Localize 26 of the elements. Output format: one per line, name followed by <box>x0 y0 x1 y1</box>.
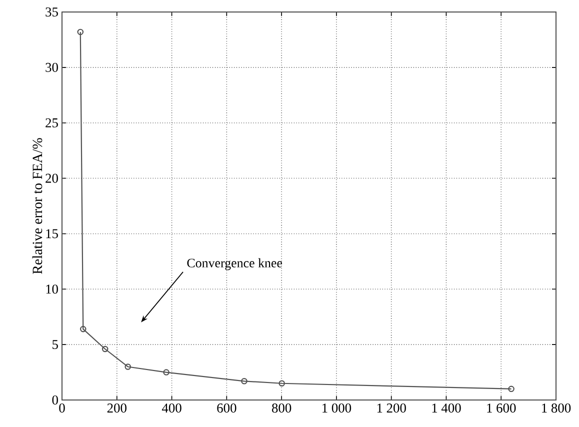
y-tick-label: 25 <box>46 118 58 128</box>
x-tick-label: 400 <box>162 404 182 413</box>
y-tick-label: 20 <box>46 174 58 183</box>
point <box>124 364 132 370</box>
point <box>241 378 248 384</box>
annotation: Convergence knee <box>187 258 282 270</box>
x-tick-label: 1 000 <box>322 404 352 413</box>
y-tick-label: 0 <box>52 395 58 405</box>
x-tick-label: 1 200 <box>377 404 406 413</box>
x-tick-label: 1 400 <box>432 404 461 413</box>
y-tick-label: 30 <box>46 62 58 72</box>
x-tick-label: 1 600 <box>487 404 516 413</box>
y-axis-title: Relative error to FEA/% <box>32 138 42 274</box>
y-tick-label: 15 <box>46 229 58 238</box>
x-tick-label: 800 <box>272 404 292 413</box>
x-tick-label: 0 <box>59 404 65 413</box>
y-tick-label: 35 <box>46 7 58 17</box>
x-tick-label: 600 <box>217 404 236 413</box>
x-tick-label: 200 <box>107 404 126 413</box>
point <box>102 346 108 352</box>
y-tick-label: 5 <box>52 340 58 350</box>
point <box>278 380 285 387</box>
y-tick-label: 10 <box>46 284 58 294</box>
point <box>80 326 86 332</box>
x-tick-label: 1 800 <box>542 404 571 413</box>
point <box>163 369 170 376</box>
